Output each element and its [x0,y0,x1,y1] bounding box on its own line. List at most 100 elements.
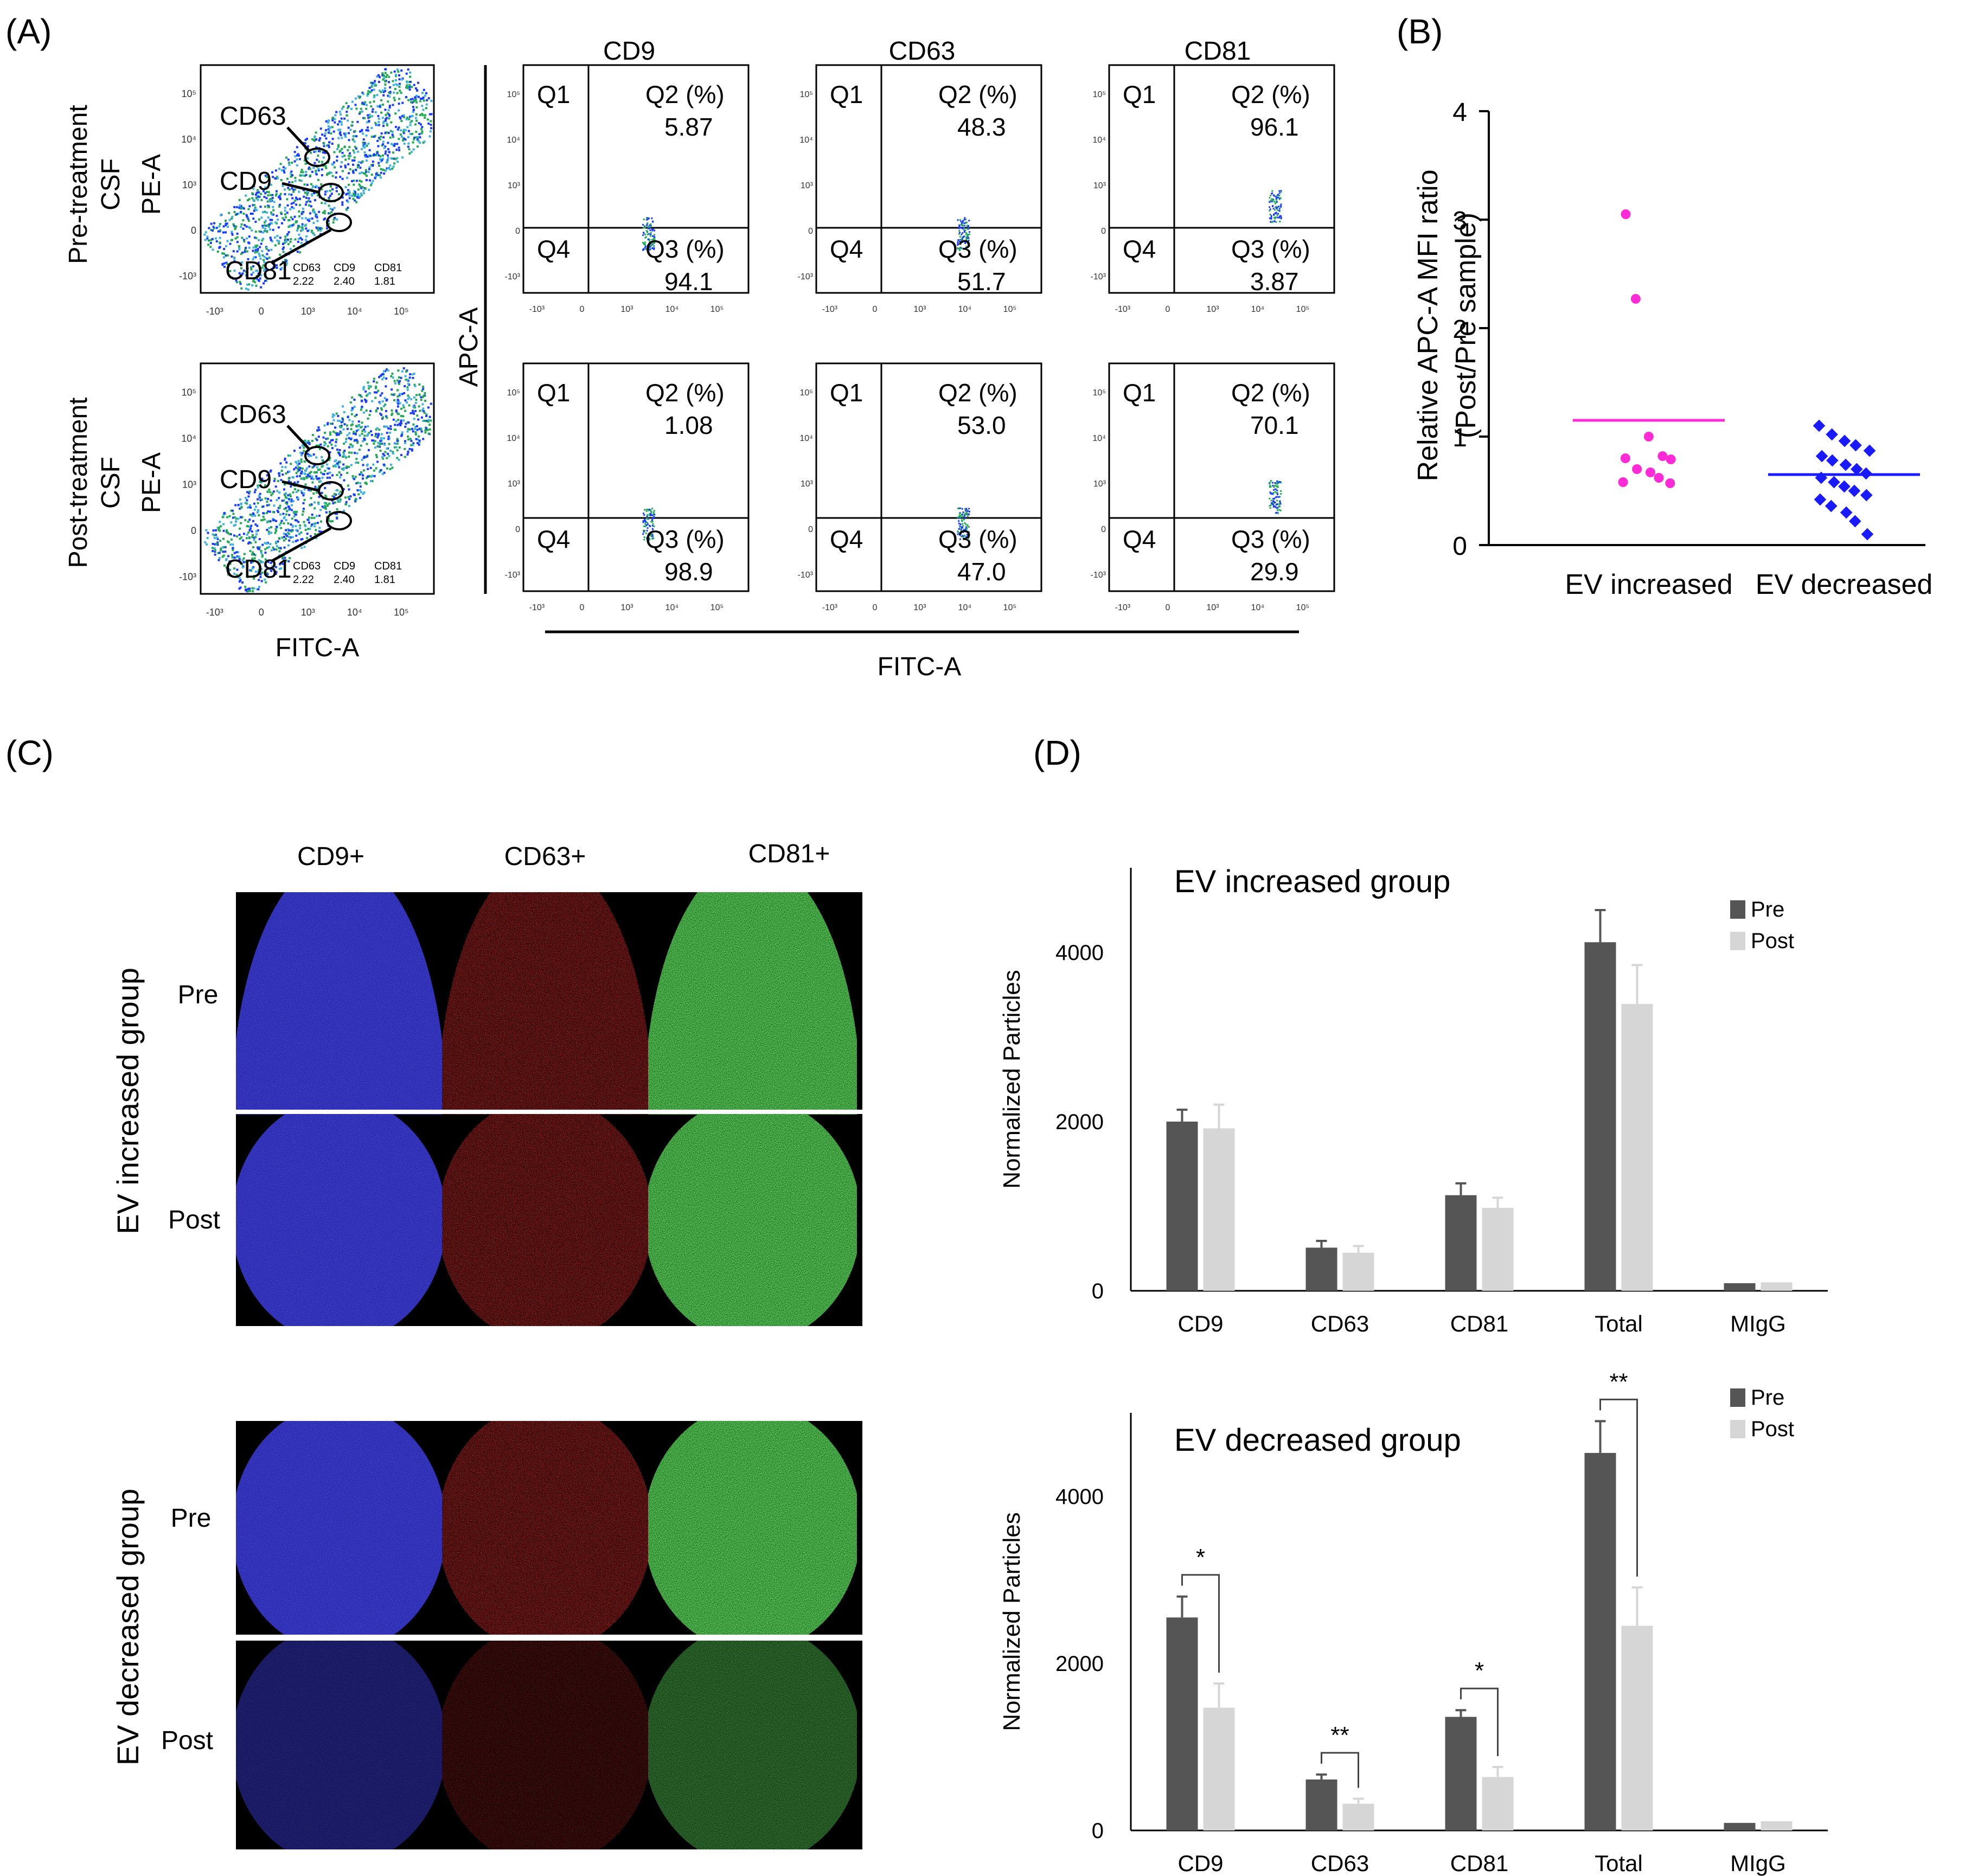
gate-event-dot [364,169,367,171]
gate-event-dot [289,495,292,498]
quadrant-event-dot [1275,216,1277,219]
gate-event-dot [214,237,217,240]
gate-event-dot [360,426,362,429]
quadrant-event-dot [958,224,961,226]
gate-event-dot [287,544,290,547]
gate-event-dot [385,368,388,371]
gate-event-dot [389,450,392,452]
gate-event-dot [283,522,285,525]
gate-event-dot [258,253,260,255]
tick-label: 0 [872,305,877,314]
gate-event-dot [350,409,353,412]
gate-event-dot [265,572,268,574]
quadrant-event-dot [651,534,654,536]
quadrant-event-dot [960,223,962,226]
quadrant-q4-label: Q4 [830,235,863,263]
gate-event-dot [375,84,377,87]
gate-event-dot [373,96,375,99]
quadrant-event-dot [967,228,969,230]
gate-event-dot [336,148,338,150]
image-well [236,1641,442,1849]
gate-event-dot [287,471,289,473]
quadrant-event-dot [1269,197,1271,199]
gate-event-dot [382,121,385,124]
gate-event-dot [217,552,220,554]
gate-event-dot [354,498,357,501]
gate-event-dot [356,441,359,444]
quadrant-event-dot [1273,484,1276,486]
gate-event-dot [256,524,259,527]
gate-event-dot [301,174,304,177]
quadrant-event-dot [1275,496,1277,498]
gate-event-dot [340,426,342,428]
gate-event-dot [348,157,350,160]
gate-event-dot [402,139,404,142]
gate-event-dot [392,104,394,106]
tick-label: 10⁴ [799,136,813,145]
gate-label: CD63 [220,102,286,131]
gate-event-dot [268,228,271,231]
gate-event-dot [299,466,302,469]
gate-event-dot [261,554,264,556]
gate-event-dot [336,449,338,451]
gate-event-dot [327,423,329,426]
quadrant-event-dot [1270,216,1272,219]
gate-event-dot [222,256,225,259]
quadrant-event-dot [968,220,970,222]
quadrant-event-dot [643,219,645,221]
gate-event-dot [311,475,313,478]
gate-event-dot [293,510,296,513]
tick-label: 0 [191,225,196,236]
gate-event-dot [237,517,240,520]
quadrant-event-dot [649,247,651,249]
gate-event-dot [246,533,248,536]
gate-event-dot [251,284,254,287]
panel-label-a: (A) [5,12,52,51]
quadrant-event-dot [1279,503,1282,505]
gate-event-dot [414,96,417,99]
quadrant-event-dot [961,222,963,224]
gate-event-dot [284,235,287,238]
gate-event-dot [381,168,384,171]
gate-event-dot [335,438,338,441]
gate-event-dot [398,422,401,425]
gate-event-dot [295,534,298,537]
gate-event-dot [428,428,431,431]
gate-event-dot [288,163,291,166]
gate-event-dot [284,483,286,486]
gate-event-dot [290,172,292,175]
quadrant-q3-value: 29.9 [1250,558,1299,586]
tick-label: -10³ [529,305,545,314]
gate-event-dot [409,373,412,376]
quadrant-event-dot [647,523,649,525]
gate-event-dot [283,261,286,264]
gate-event-dot [287,560,290,562]
gate-event-dot [281,556,284,559]
quadrant-event-dot [961,527,963,529]
gate-event-dot [317,487,319,490]
panel-b-point-decreased [1840,506,1853,519]
gate-event-dot [271,194,274,196]
gate-event-dot [315,444,318,447]
gate-event-dot [273,236,276,239]
gate-event-dot [241,581,244,584]
gate-event-dot [403,392,406,394]
gate-event-dot [259,231,262,233]
gate-event-dot [411,98,414,100]
gate-event-dot [367,475,369,478]
gate-event-dot [359,185,362,188]
significance-marker: ** [1330,1722,1349,1749]
gate-event-dot [408,376,411,379]
gate-event-dot [351,446,354,448]
gate-event-dot [215,240,218,242]
gate-event-dot [329,431,331,434]
gate-event-dot [377,174,380,176]
gate-event-dot [312,492,315,495]
gate-event-dot [204,541,207,543]
gate-event-dot [419,136,421,139]
gate-event-dot [219,223,221,226]
gate-event-dot [302,210,305,213]
quadrant-event-dot [1274,502,1276,503]
gate-event-dot [276,509,279,512]
quadrant-event-dot [966,221,968,223]
